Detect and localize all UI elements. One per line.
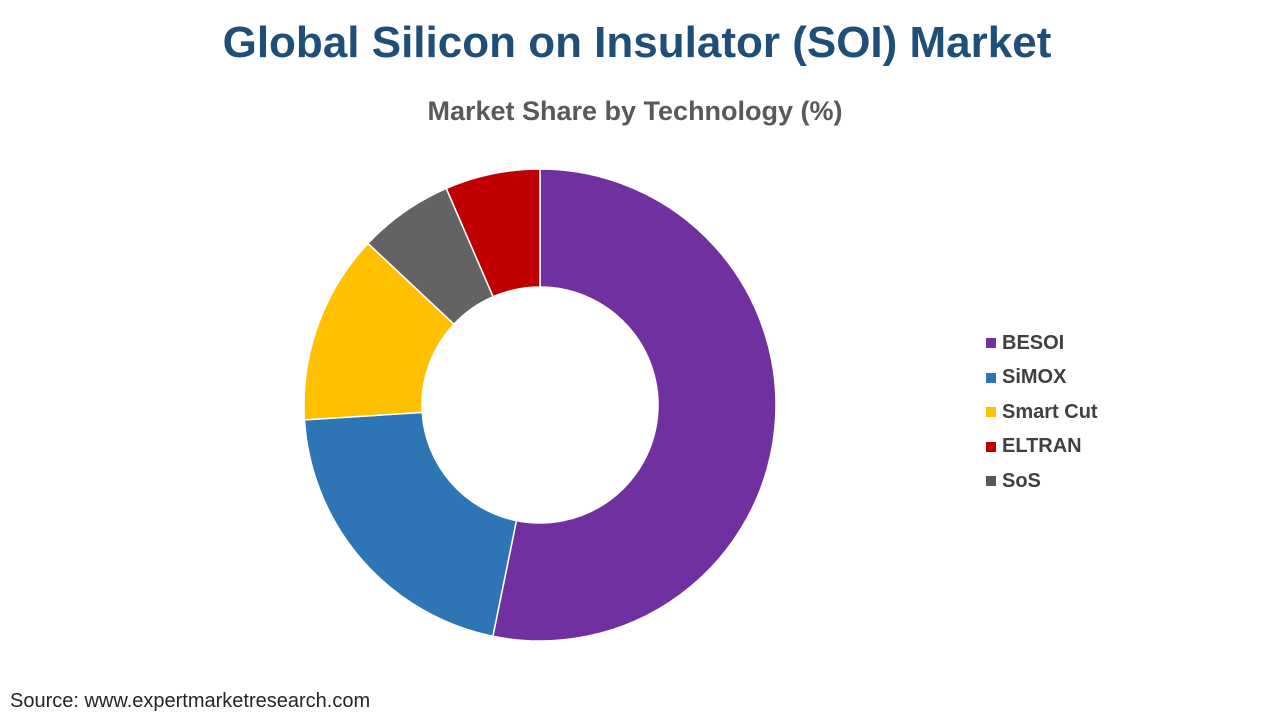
slice-smart-cut [303, 242, 456, 421]
slice-besoi [491, 168, 777, 642]
legend-label: BESOI [1002, 331, 1065, 354]
source-note: Source: www.expertmarketresearch.com [10, 690, 371, 712]
legend-item-smart-cut: Smart Cut [986, 395, 1098, 430]
legend-label: SoS [1002, 469, 1041, 492]
legend-swatch [986, 372, 996, 383]
slice-eltran [445, 168, 541, 298]
legend-swatch [986, 476, 996, 487]
legend-swatch [986, 441, 996, 452]
legend-label: ELTRAN [1002, 435, 1082, 458]
legend-label: SiMOX [1002, 366, 1067, 389]
legend-item-simox: SiMOX [986, 361, 1098, 396]
legend-item-besoi: BESOI [986, 326, 1098, 361]
legend-label: Smart Cut [1002, 400, 1098, 423]
legend-item-eltran: ELTRAN [986, 430, 1098, 465]
chart-subtitle: Market Share by Technology (%) [427, 96, 843, 126]
legend: BESOI SiMOX Smart Cut ELTRAN SoS [986, 326, 1098, 499]
slice-simox [303, 411, 518, 638]
page-title: Global Silicon on Insulator (SOI) Market [222, 18, 1052, 67]
legend-swatch [986, 407, 996, 418]
legend-swatch [986, 338, 996, 349]
legend-item-sos: SoS [986, 464, 1098, 499]
